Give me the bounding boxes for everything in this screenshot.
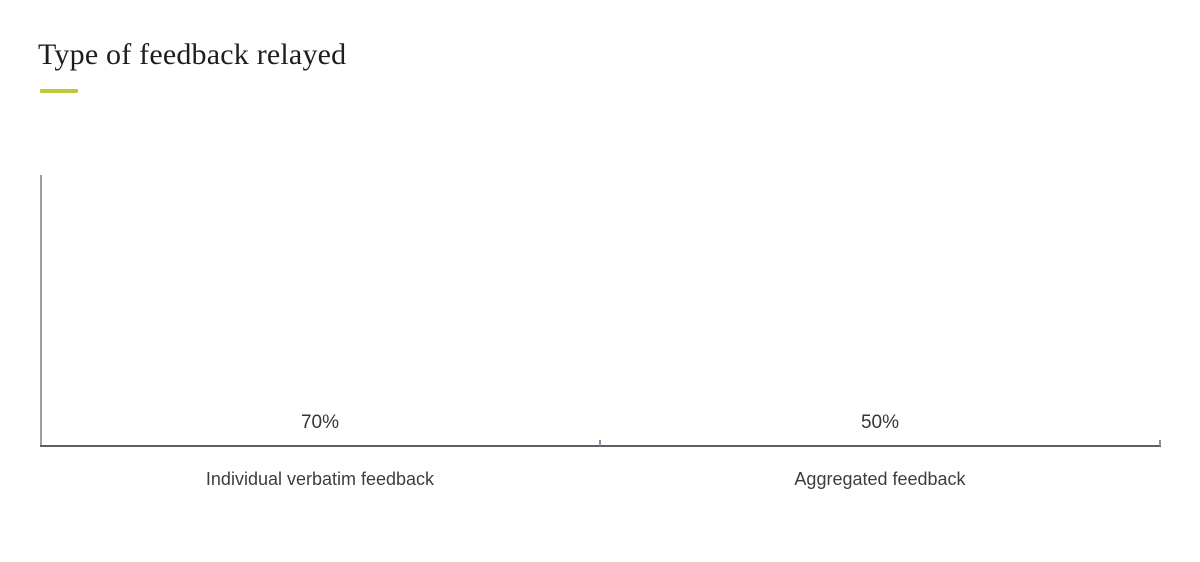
chart-title: Type of feedback relayed (38, 38, 347, 71)
bar-group-individual-verbatim-feedback: 70% (40, 412, 600, 447)
x-axis-tick (599, 440, 601, 446)
x-axis-line (40, 445, 1161, 447)
value-label: 50% (860, 412, 900, 433)
value-label: 70% (300, 412, 340, 433)
bar-group-aggregated-feedback: 50% (600, 412, 1160, 447)
category-label-individual-verbatim-feedback: Individual verbatim feedback (205, 469, 435, 489)
x-axis-category-labels: Individual verbatim feedback Aggregated … (40, 468, 1160, 490)
category-label-aggregated-feedback: Aggregated feedback (794, 469, 966, 489)
plot-area: 70% 50% (40, 112, 1160, 447)
y-axis-line (40, 175, 42, 447)
title-accent-underline (40, 89, 78, 93)
x-axis-tick (1159, 440, 1161, 446)
